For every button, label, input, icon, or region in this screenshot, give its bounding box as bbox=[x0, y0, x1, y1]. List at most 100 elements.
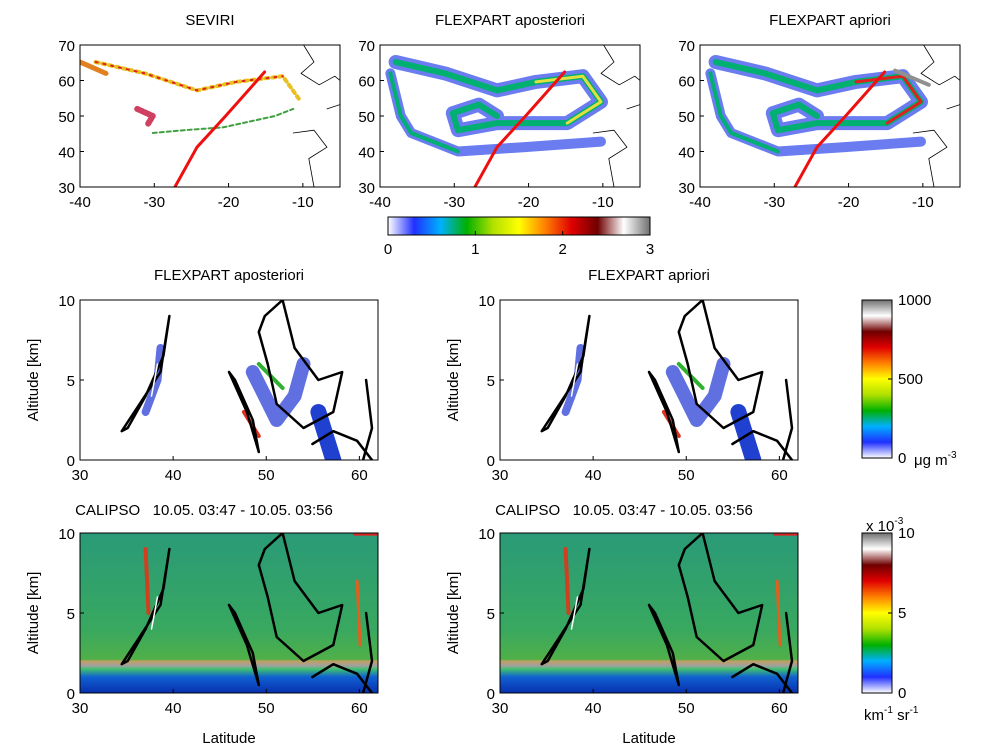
plume bbox=[912, 129, 948, 187]
colorbar-unit: km-1 sr-1 bbox=[864, 705, 919, 724]
unit-sup: -3 bbox=[894, 516, 903, 527]
plume bbox=[227, 603, 261, 687]
background bbox=[500, 533, 798, 693]
tick-label: 10 bbox=[898, 525, 915, 542]
y-tick-label: 30 bbox=[58, 180, 75, 197]
plume bbox=[80, 59, 109, 76]
x-tick-label: -10 bbox=[292, 194, 314, 211]
y-tick-label: 50 bbox=[358, 109, 375, 126]
plume bbox=[563, 547, 571, 615]
x-tick-label: 50 bbox=[258, 700, 275, 717]
panel-title: CALIPSO 10.05. 03:47 - 10.05. 03:56 bbox=[75, 502, 333, 519]
plume bbox=[257, 533, 344, 663]
plume bbox=[677, 533, 764, 663]
panel: 30 40 50 60 0 5 10 FLEXPART apriori Altitude [km… bbox=[445, 267, 799, 484]
y-tick-label: 70 bbox=[58, 38, 75, 55]
plume bbox=[94, 61, 284, 92]
plume bbox=[570, 363, 579, 397]
unit-sup: -1 bbox=[910, 705, 919, 716]
plume bbox=[361, 378, 374, 460]
x-axis-label: Latitude bbox=[622, 730, 675, 747]
plume bbox=[151, 107, 295, 134]
plume bbox=[141, 344, 165, 416]
x-tick-label: 60 bbox=[351, 467, 368, 484]
x-tick-label: -20 bbox=[838, 194, 860, 211]
plume bbox=[647, 603, 681, 687]
y-tick-label: 40 bbox=[358, 145, 375, 162]
colorbar-unit: μg m-3 bbox=[914, 450, 957, 469]
unit-sup: -3 bbox=[948, 450, 957, 461]
x-tick-label: -30 bbox=[763, 194, 785, 211]
panel: 0 500 1000 μg m-3 bbox=[861, 292, 957, 469]
plume bbox=[647, 370, 681, 454]
y-tick-label: 70 bbox=[358, 38, 375, 55]
panel: 0 1 2 3 bbox=[384, 216, 654, 258]
tick-label: 0 bbox=[384, 241, 392, 258]
tick-label: 2 bbox=[558, 241, 566, 258]
x-tick-label: 40 bbox=[165, 700, 182, 717]
unit-text: x 10 bbox=[866, 518, 894, 535]
panel: -40 -30 -20 -10 30 40 50 60 70 FLEXPART apriori bbox=[678, 12, 961, 211]
y-tick-label: 40 bbox=[58, 145, 75, 162]
panel-title: SEVIRI bbox=[185, 12, 234, 29]
y-tick-label: 0 bbox=[67, 453, 75, 470]
x-tick-label: 50 bbox=[258, 467, 275, 484]
plume bbox=[326, 104, 340, 110]
y-axis-label: Altitude [km] bbox=[25, 339, 42, 422]
y-tick-label: 40 bbox=[678, 145, 695, 162]
plume bbox=[143, 547, 151, 615]
panel: -40 -30 -20 -10 30 40 50 60 70 FLEXPART aposterio… bbox=[358, 12, 641, 211]
plume bbox=[473, 70, 567, 187]
background bbox=[80, 533, 378, 693]
plume bbox=[708, 71, 780, 154]
plume bbox=[570, 596, 579, 630]
plume bbox=[920, 45, 960, 86]
y-tick-label: 5 bbox=[67, 606, 75, 623]
tick-label: 3 bbox=[646, 241, 654, 258]
x-tick-label: 30 bbox=[72, 700, 89, 717]
x-tick-label: -40 bbox=[69, 194, 91, 211]
plume bbox=[361, 611, 374, 693]
tick-label: 500 bbox=[898, 371, 923, 388]
plume bbox=[893, 68, 931, 87]
plume bbox=[540, 314, 591, 433]
x-tick-label: 30 bbox=[72, 467, 89, 484]
x-tick-label: -10 bbox=[592, 194, 614, 211]
y-tick-label: 50 bbox=[58, 109, 75, 126]
plot-area bbox=[540, 300, 794, 460]
y-axis-label: Altitude [km] bbox=[445, 572, 462, 655]
y-tick-label: 5 bbox=[487, 373, 495, 390]
plume bbox=[173, 70, 267, 187]
panel: -40 -30 -20 -10 30 40 50 60 70 SEVIRI bbox=[58, 12, 341, 211]
x-tick-label: -20 bbox=[518, 194, 540, 211]
tick-label: 1 bbox=[471, 241, 479, 258]
plume bbox=[781, 378, 794, 460]
y-tick-label: 70 bbox=[678, 38, 695, 55]
plume bbox=[150, 363, 159, 397]
y-axis-label: Altitude [km] bbox=[445, 339, 462, 422]
plume bbox=[600, 45, 640, 86]
plume bbox=[300, 45, 340, 86]
colorbar bbox=[387, 216, 651, 236]
y-tick-label: 10 bbox=[478, 293, 495, 310]
y-tick-label: 10 bbox=[58, 293, 75, 310]
plume bbox=[120, 314, 171, 433]
plot-area bbox=[80, 533, 378, 693]
x-tick-label: 30 bbox=[492, 467, 509, 484]
plume bbox=[257, 300, 344, 430]
x-tick-label: 40 bbox=[585, 467, 602, 484]
x-tick-label: 60 bbox=[351, 700, 368, 717]
y-tick-label: 10 bbox=[58, 526, 75, 543]
plume bbox=[677, 300, 764, 430]
panel-title: FLEXPART apriori bbox=[588, 267, 710, 284]
x-tick-label: 50 bbox=[678, 467, 695, 484]
x-tick-label: 60 bbox=[771, 700, 788, 717]
plot-area bbox=[80, 45, 340, 187]
plume bbox=[592, 129, 628, 187]
plume bbox=[946, 104, 960, 110]
y-tick-label: 0 bbox=[67, 686, 75, 703]
plume bbox=[245, 357, 311, 427]
plume bbox=[561, 344, 585, 416]
